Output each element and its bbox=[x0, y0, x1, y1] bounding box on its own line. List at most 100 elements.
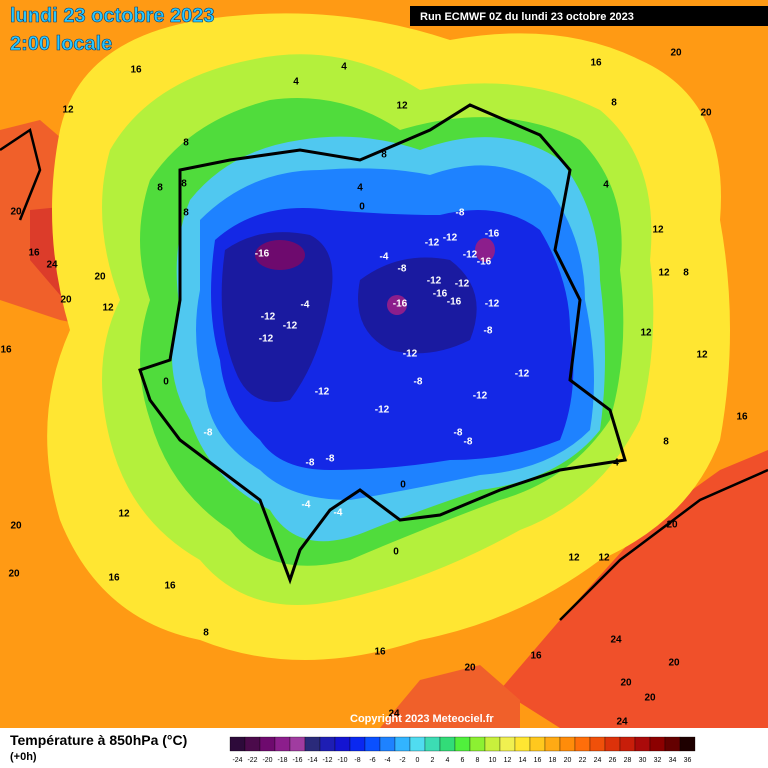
contour-label: 12 bbox=[640, 328, 652, 339]
colorbar-tick-label: -24 bbox=[232, 757, 242, 764]
contour-label: -8 bbox=[454, 428, 463, 439]
contour-label: 20 bbox=[464, 663, 476, 674]
contour-label: 12 bbox=[658, 268, 670, 279]
colorbar-swatch bbox=[469, 736, 486, 752]
contour-label: 0 bbox=[359, 202, 365, 213]
isotherm-minus16 bbox=[255, 240, 305, 270]
colorbar-swatch bbox=[679, 736, 696, 752]
isotherm-minus16 bbox=[475, 238, 495, 262]
contour-label: -12 bbox=[473, 391, 488, 402]
contour-label: 8 bbox=[181, 179, 187, 190]
colorbar-tick-label: 30 bbox=[639, 757, 647, 764]
colorbar-swatch bbox=[499, 736, 516, 752]
contour-label: -12 bbox=[463, 250, 478, 261]
colorbar-tick-label: -10 bbox=[337, 757, 347, 764]
contour-label: -16 bbox=[393, 299, 408, 310]
colorbar-tick-label: 2 bbox=[431, 757, 435, 764]
contour-label: 20 bbox=[94, 272, 106, 283]
zero-isotherm bbox=[138, 103, 627, 585]
contour-label: 20 bbox=[10, 207, 22, 218]
colorbar-tick-label: -18 bbox=[277, 757, 287, 764]
contour-label: 0 bbox=[400, 480, 406, 491]
contour-label: 12 bbox=[652, 225, 664, 236]
warm-zone bbox=[500, 450, 768, 728]
warm-zone bbox=[380, 665, 520, 728]
colorbar-tick-label: 4 bbox=[446, 757, 450, 764]
contour-line bbox=[0, 127, 42, 221]
colorbar-swatch bbox=[304, 736, 321, 752]
contour-label: -8 bbox=[398, 264, 407, 275]
contour-label: 24 bbox=[46, 260, 58, 271]
colorbar-tick-label: 6 bbox=[461, 757, 465, 764]
contour-label: -4 bbox=[302, 500, 311, 511]
colorbar-tick-label: 36 bbox=[684, 757, 692, 764]
contour-label: 24 bbox=[388, 709, 400, 720]
contour-label: -8 bbox=[464, 437, 473, 448]
colorbar-swatch bbox=[454, 736, 471, 752]
contour-label: 12 bbox=[396, 101, 408, 112]
contour-label: 20 bbox=[666, 520, 678, 531]
contour-label: 4 bbox=[603, 180, 609, 191]
isotherm-minus16 bbox=[387, 295, 407, 315]
contour-label: 16 bbox=[736, 412, 748, 423]
contour-label: 16 bbox=[130, 65, 142, 76]
contour-label: 8 bbox=[157, 183, 163, 194]
colorbar-tick-label: 0 bbox=[416, 757, 420, 764]
contour-label: -8 bbox=[306, 458, 315, 469]
lead-time: (+0h) bbox=[10, 751, 37, 763]
contour-label: -16 bbox=[433, 289, 448, 300]
colorbar-swatch bbox=[319, 736, 336, 752]
colorbar-tick-label: -22 bbox=[247, 757, 257, 764]
contour-label: 8 bbox=[183, 138, 189, 149]
colorbar-swatch bbox=[439, 736, 456, 752]
contour-label: 16 bbox=[28, 248, 40, 259]
contour-label: -12 bbox=[315, 387, 330, 398]
contour-label: -12 bbox=[485, 299, 500, 310]
contour-label: 20 bbox=[670, 48, 682, 59]
contour-label: -8 bbox=[414, 377, 423, 388]
contour-label: 20 bbox=[668, 658, 680, 669]
colorbar-swatch bbox=[574, 736, 591, 752]
contour-label: 16 bbox=[530, 651, 542, 662]
colorbar-tick-label: -4 bbox=[384, 757, 390, 764]
contour-label: 8 bbox=[183, 208, 189, 219]
colorbar-swatch bbox=[259, 736, 276, 752]
colorbar-swatch bbox=[379, 736, 396, 752]
contour-label: -8 bbox=[326, 454, 335, 465]
colorbar-swatch bbox=[634, 736, 651, 752]
isotherm-minus12 bbox=[221, 232, 333, 402]
contour-label: 20 bbox=[644, 693, 656, 704]
contour-label: -12 bbox=[515, 369, 530, 380]
colorbar-swatch bbox=[544, 736, 561, 752]
colorbar-tick-label: 14 bbox=[519, 757, 527, 764]
colorbar-tick-label: -16 bbox=[292, 757, 302, 764]
contour-label: 8 bbox=[611, 98, 617, 109]
colorbar-tick-label: 20 bbox=[564, 757, 572, 764]
contour-label: 4 bbox=[357, 183, 363, 194]
contour-label: 8 bbox=[381, 150, 387, 161]
colorbar-swatch bbox=[589, 736, 606, 752]
contour-label: 12 bbox=[118, 509, 130, 520]
contour-label: -12 bbox=[455, 279, 470, 290]
contour-labels: 16 12 4 4 12 8 4 0 8 8 8 8 16 20 20 8 4 12 12 8 12 12 16 8 4 20 20… bbox=[0, 48, 748, 728]
colorbar-tick-label: -6 bbox=[369, 757, 375, 764]
colorbar-tick-label: 8 bbox=[476, 757, 480, 764]
colorbar-swatch bbox=[424, 736, 441, 752]
colorbar-tick-label: 12 bbox=[504, 757, 512, 764]
contour-label: 4 bbox=[613, 458, 619, 469]
contour-label: 20 bbox=[60, 295, 72, 306]
variable: Température à 850hPa (°C) bbox=[10, 732, 187, 748]
contour-label: -16 bbox=[255, 249, 270, 260]
colorbar-swatch bbox=[664, 736, 681, 752]
contour-label: -12 bbox=[261, 312, 276, 323]
colorbar-swatch bbox=[619, 736, 636, 752]
colorbar-tick-label: -14 bbox=[307, 757, 317, 764]
contour-label: 12 bbox=[102, 303, 114, 314]
colorbar-swatch bbox=[349, 736, 366, 752]
colorbar-tick-label: -20 bbox=[262, 757, 272, 764]
colorbar-swatch bbox=[364, 736, 381, 752]
contour-label: -12 bbox=[283, 321, 298, 332]
colorbar-swatch bbox=[409, 736, 426, 752]
contour-label: 0 bbox=[163, 377, 169, 388]
